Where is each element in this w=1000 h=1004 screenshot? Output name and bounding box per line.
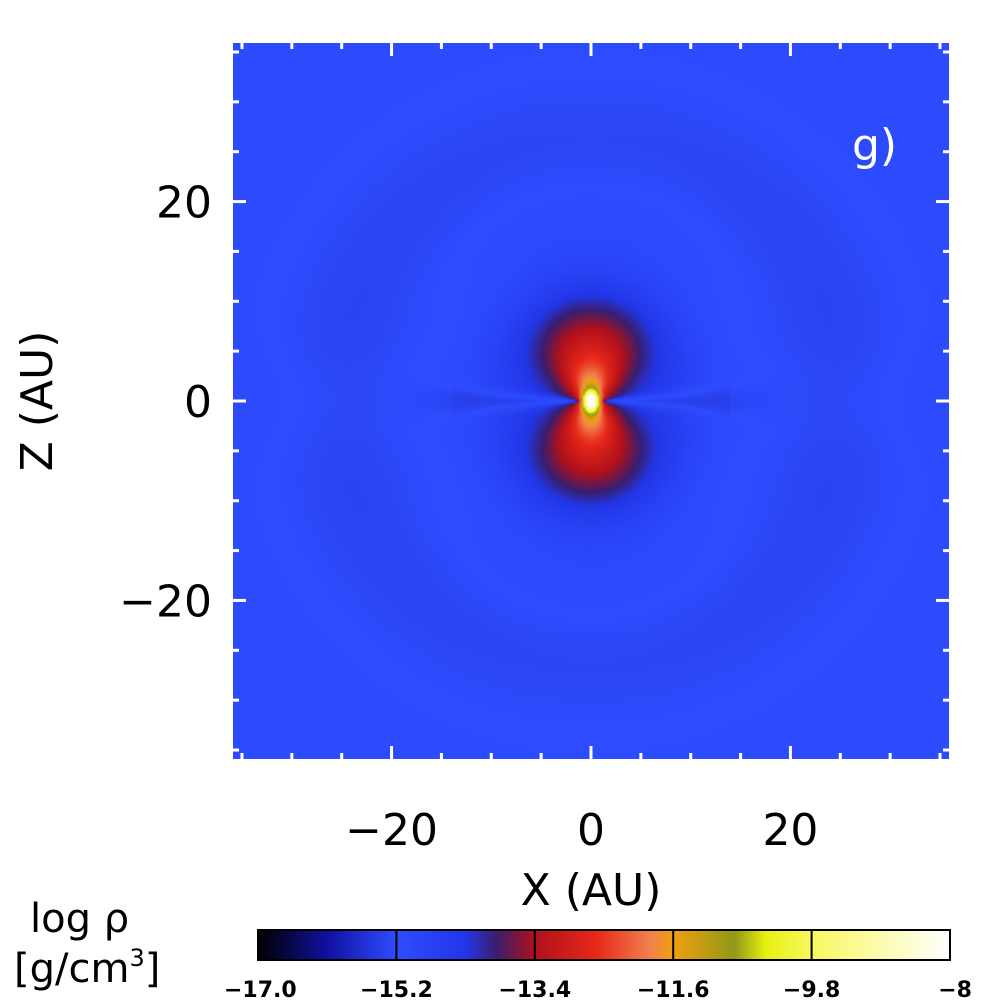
colorbar-label-close: ] xyxy=(145,946,161,992)
colorbar-label-sup: 3 xyxy=(129,944,144,972)
colorbar: −17.0 −15.2 −13.4 −11.6 −9.8 −8 xyxy=(224,929,972,1003)
colorbar-ticks: −17.0 −15.2 −13.4 −11.6 −9.8 −8 xyxy=(224,930,972,1003)
colorbar-tick-label: −11.6 xyxy=(637,978,710,1000)
colorbar-label-unit: [g/cm xyxy=(14,946,129,992)
colorbar-label-line2: [g/cm3] xyxy=(14,944,160,992)
y-tick-label: −20 xyxy=(119,576,212,627)
density-heatmap-image xyxy=(232,42,950,760)
y-tick-label: 0 xyxy=(184,377,212,428)
density-heatmap xyxy=(232,42,950,760)
x-axis-label: X (AU) xyxy=(521,865,662,916)
colorbar-tick-label: −15.2 xyxy=(360,978,433,1000)
colorbar-tick-label: −8 xyxy=(938,978,972,1000)
colorbar-tick-label: −9.8 xyxy=(783,978,840,1000)
colorbar-label-line1: log ρ xyxy=(30,896,129,942)
y-axis-label: Z (AU) xyxy=(12,331,63,472)
colorbar-tick-label: −13.4 xyxy=(498,978,571,1000)
panel-label: g) xyxy=(852,120,897,171)
y-tick-label: 20 xyxy=(156,178,212,229)
x-tick-label: 0 xyxy=(577,805,605,856)
x-tick-label: −20 xyxy=(345,805,438,856)
x-tick-label: 20 xyxy=(762,805,818,856)
tick-labels: −20 0 20 −20 0 20 xyxy=(119,178,818,856)
colorbar-gradient xyxy=(257,929,951,961)
axis-ticks xyxy=(232,42,950,760)
colorbar-tick-label: −17.0 xyxy=(224,978,297,1000)
